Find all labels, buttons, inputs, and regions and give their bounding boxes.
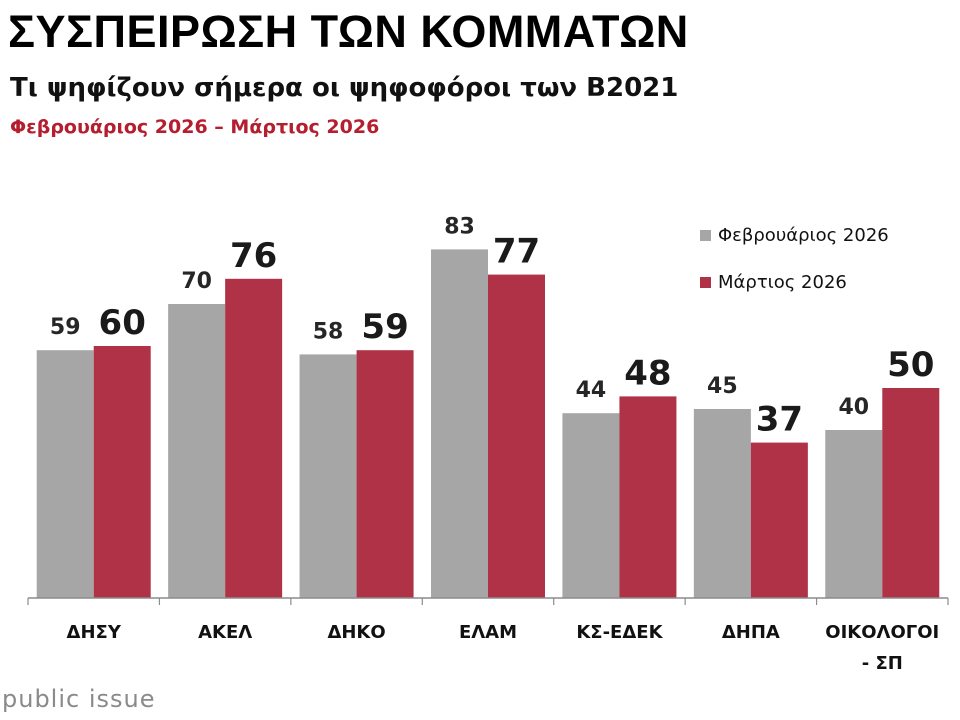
bar-mar-4	[619, 396, 677, 598]
bar-mar-2	[356, 350, 414, 598]
bar-feb-5	[693, 409, 751, 598]
bar-mar-5	[750, 442, 808, 598]
value-label-feb-5: 45	[707, 374, 738, 399]
brand-logo: public issue	[2, 685, 156, 713]
category-label-2: ΔΗΚΟ	[327, 622, 385, 643]
bar-feb-2	[299, 354, 357, 598]
legend-label-feb[interactable]: Φεβρουάριος 2026	[718, 225, 889, 246]
bar-mar-0	[93, 346, 151, 598]
x-axis	[27, 597, 949, 605]
value-label-mar-6: 50	[887, 345, 934, 385]
legend-swatch-feb	[700, 230, 711, 241]
value-label-feb-4: 44	[576, 378, 607, 403]
category-label-0: ΔΗΣΥ	[67, 622, 122, 643]
value-labels-group: 59 70 58 83 44 45 40 60 76 59 77 48 37 50	[50, 214, 935, 439]
value-label-feb-0: 59	[50, 315, 81, 340]
bar-feb-1	[168, 304, 226, 598]
value-label-feb-6: 40	[838, 395, 869, 420]
bar-feb-3	[431, 249, 488, 598]
value-label-mar-5: 37	[756, 400, 803, 440]
value-label-mar-4: 48	[624, 353, 671, 393]
bar-feb-0	[36, 350, 94, 598]
bar-feb-4	[562, 413, 620, 598]
value-label-mar-2: 59	[361, 307, 408, 347]
value-label-feb-3: 83	[444, 214, 475, 239]
legend[interactable]: Φεβρουάριος 2026 Μάρτιος 2026	[700, 225, 889, 293]
bar-mar-3	[488, 274, 545, 598]
value-label-mar-0: 60	[99, 303, 146, 343]
bar-feb-6	[825, 430, 883, 598]
legend-swatch-mar	[700, 277, 711, 288]
bar-mar-6	[882, 388, 940, 598]
category-label-3: ΕΛΑΜ	[459, 622, 517, 643]
value-label-feb-2: 58	[313, 319, 344, 344]
bar-mar-1	[225, 278, 283, 598]
category-label-6-line2: - ΣΠ	[862, 653, 903, 674]
value-label-feb-1: 70	[181, 269, 212, 294]
bars-group	[36, 249, 940, 598]
value-label-mar-1: 76	[230, 236, 277, 276]
category-label-4: ΚΣ-ΕΔΕΚ	[576, 622, 663, 643]
period-label: Φεβρουάριος 2026 – Μάρτιος 2026	[10, 116, 380, 138]
category-labels-group: ΔΗΣΥ ΑΚΕΛ ΔΗΚΟ ΕΛΑΜ ΚΣ-ΕΔΕΚ ΔΗΠΑ ΟΙΚΟΛΟΓΟΙ - ΣΠ	[67, 622, 940, 674]
value-label-mar-3: 77	[493, 232, 540, 272]
page-subtitle: Τι ψηφίζουν σήμερα οι ψηφοφόροι των Β202…	[10, 73, 679, 103]
category-label-1: ΑΚΕΛ	[198, 622, 252, 643]
category-label-6: ΟΙΚΟΛΟΓΟΙ	[825, 622, 939, 643]
page-title: ΣΥΣΠΕΙΡΩΣΗ ΤΩΝ ΚΟΜΜΑΤΩΝ	[8, 6, 689, 57]
legend-label-mar[interactable]: Μάρτιος 2026	[718, 272, 847, 293]
category-label-5: ΔΗΠΑ	[722, 622, 780, 643]
